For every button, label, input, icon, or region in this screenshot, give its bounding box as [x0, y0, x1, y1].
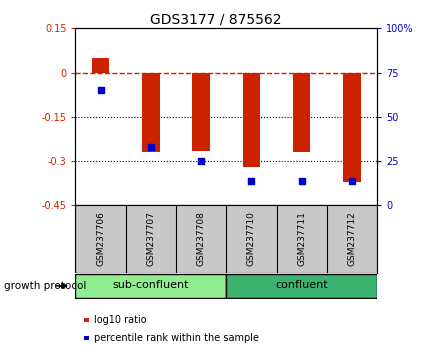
- Text: percentile rank within the sample: percentile rank within the sample: [93, 333, 258, 343]
- Text: GSM237707: GSM237707: [146, 211, 155, 267]
- Bar: [192, 73, 209, 151]
- Text: GSM237708: GSM237708: [196, 211, 205, 267]
- Point: [247, 178, 254, 183]
- Bar: [226, 274, 376, 298]
- Text: GSM237710: GSM237710: [246, 211, 255, 267]
- Bar: [84, 318, 89, 322]
- Point: [197, 158, 204, 164]
- Text: GSM237712: GSM237712: [347, 212, 356, 266]
- Bar: [84, 336, 89, 340]
- Bar: [242, 73, 260, 167]
- Text: confluent: confluent: [275, 280, 327, 290]
- Text: sub-confluent: sub-confluent: [112, 280, 189, 290]
- Text: GDS3177 / 875562: GDS3177 / 875562: [149, 12, 281, 27]
- Bar: [342, 73, 360, 182]
- Bar: [142, 73, 159, 152]
- Bar: [75, 274, 226, 298]
- Text: growth protocol: growth protocol: [4, 281, 86, 291]
- Text: log10 ratio: log10 ratio: [93, 315, 146, 325]
- Point: [298, 178, 304, 183]
- Bar: [92, 58, 109, 73]
- Text: GSM237706: GSM237706: [96, 211, 105, 267]
- Point: [97, 87, 104, 93]
- Bar: [292, 73, 310, 152]
- Point: [147, 144, 154, 150]
- Point: [348, 178, 355, 183]
- Text: GSM237711: GSM237711: [297, 211, 305, 267]
